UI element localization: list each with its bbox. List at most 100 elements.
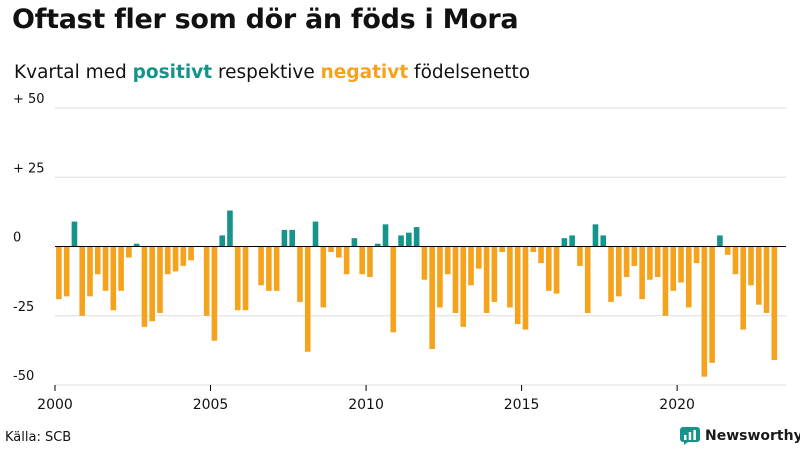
x-tick-label: 2020 [659,397,695,413]
y-tick-label: -50 [13,369,34,384]
y-tick-label: 0 [13,231,21,246]
bar [553,246,560,294]
bar [569,235,575,247]
bar [312,221,319,247]
bar [522,246,529,330]
bar [724,246,731,255]
bar [608,246,614,302]
bar [740,246,747,330]
bar [670,246,677,291]
bar [437,246,443,308]
bar [180,246,187,266]
bar [281,229,288,247]
bar [592,224,599,247]
bar [662,246,669,316]
bar [654,246,661,277]
bar [468,246,474,286]
bar [755,246,762,305]
x-tick-label: 2005 [193,397,229,413]
y-tick-label: + 25 [13,161,45,176]
bar [211,246,218,341]
brand-name: Newsworthy [705,428,800,444]
bar [149,246,156,322]
bar [678,246,684,283]
bar [647,246,653,280]
bar-chart-icon [680,427,700,445]
bar [289,229,295,247]
bar [164,246,171,275]
bar [102,246,109,291]
bar [390,246,397,333]
bar [336,246,342,258]
bar [600,235,607,247]
bar [577,246,583,266]
bar [56,246,62,300]
bar [71,221,78,247]
bar [234,246,241,311]
chart-subtitle: Kvartal med positivt respektive negativt… [14,62,530,83]
subtitle-negative-word: negativt [320,62,409,83]
bar [242,246,249,311]
bar [732,246,739,275]
bar [444,246,451,275]
bar [406,232,412,247]
x-tick-label: 2010 [348,397,384,413]
bar [507,246,513,308]
bar [546,246,552,291]
bar [79,246,86,316]
bar [398,235,404,247]
x-tick-label: 2000 [37,397,73,413]
bar [763,246,770,313]
bar [483,246,490,313]
bar [351,238,358,247]
bar [717,235,723,247]
bar [328,246,334,253]
bar [219,235,225,247]
bar [631,246,638,266]
bar [367,246,373,277]
bar [266,246,272,291]
bar [258,246,264,286]
bar [491,246,498,302]
bar [118,246,124,291]
subtitle-middle: respektive [212,62,321,83]
bar [499,246,505,253]
bar [538,246,544,264]
bar [771,246,778,361]
bar [157,246,163,313]
bar [429,246,435,349]
bar [701,246,708,377]
bar [297,246,303,302]
bar [476,246,482,269]
subtitle-positive-word: positivt [132,62,213,83]
bar [685,246,692,308]
bar [304,246,311,352]
bar [748,246,754,286]
bar [126,246,132,258]
bar [413,227,420,247]
subtitle-suffix: födelsenetto [408,62,531,83]
bar [172,246,179,272]
bar [110,246,117,311]
bar [188,246,194,261]
bar [452,246,459,313]
bar [359,246,365,275]
bar [227,210,233,247]
bar [530,246,537,253]
x-tick-label: 2015 [504,397,540,413]
bar [343,246,350,275]
bar [133,243,140,247]
source-note: Källa: SCB [5,430,72,445]
y-tick-label: -25 [13,300,34,315]
bar [709,246,715,363]
bar [460,246,467,327]
bar [87,246,93,297]
bar [94,246,101,275]
chart-title: Oftast fler som dör än föds i Mora [12,4,519,35]
bar [382,224,389,247]
subtitle-prefix: Kvartal med [14,62,133,83]
bar [639,246,645,300]
bar [584,246,591,313]
bar [623,246,630,277]
